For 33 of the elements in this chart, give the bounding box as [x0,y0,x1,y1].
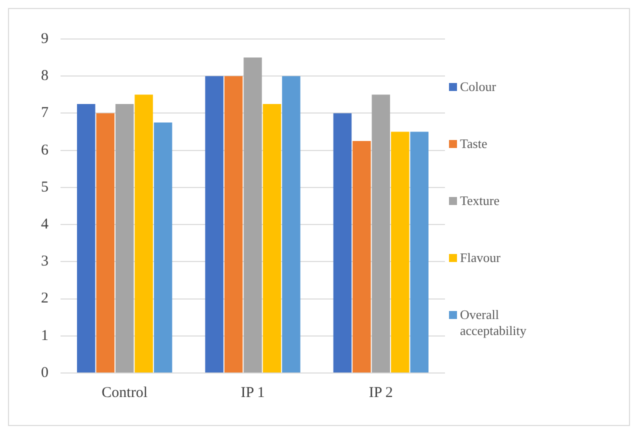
y-tick-label: 7 [41,105,49,122]
y-tick-label: 4 [41,216,49,232]
bar [134,94,153,372]
y-tick-label: 3 [41,254,48,270]
y-tick-label: 8 [41,68,48,84]
bar [333,113,352,372]
bar [262,104,282,372]
legend-label: Colour [460,79,498,95]
y-tick-label: 6 [41,142,49,158]
bar [96,113,114,372]
legend-label: Overall acceptability [460,307,528,339]
bar [224,76,243,372]
bar [154,122,172,372]
bar [115,104,134,372]
bar [352,141,371,372]
legend-label: Taste [460,136,488,152]
y-tick-label: 2 [41,290,48,307]
y-tick-label: 0 [41,364,48,381]
y-tick-label: 5 [41,179,48,196]
legend-label: Texture [460,193,501,209]
bar [205,76,224,372]
bar [391,132,410,372]
bar [244,58,262,372]
bar [372,94,390,372]
bar [410,132,428,372]
x-tick-label: Control [102,384,148,401]
y-tick-label: 1 [41,328,48,344]
bar [282,76,300,372]
x-tick-label: IP 1 [240,384,265,401]
y-tick-label: 9 [41,30,48,47]
x-tick-label: IP 2 [368,384,393,401]
legend-label: Flavour [460,250,502,266]
bar [77,104,96,372]
